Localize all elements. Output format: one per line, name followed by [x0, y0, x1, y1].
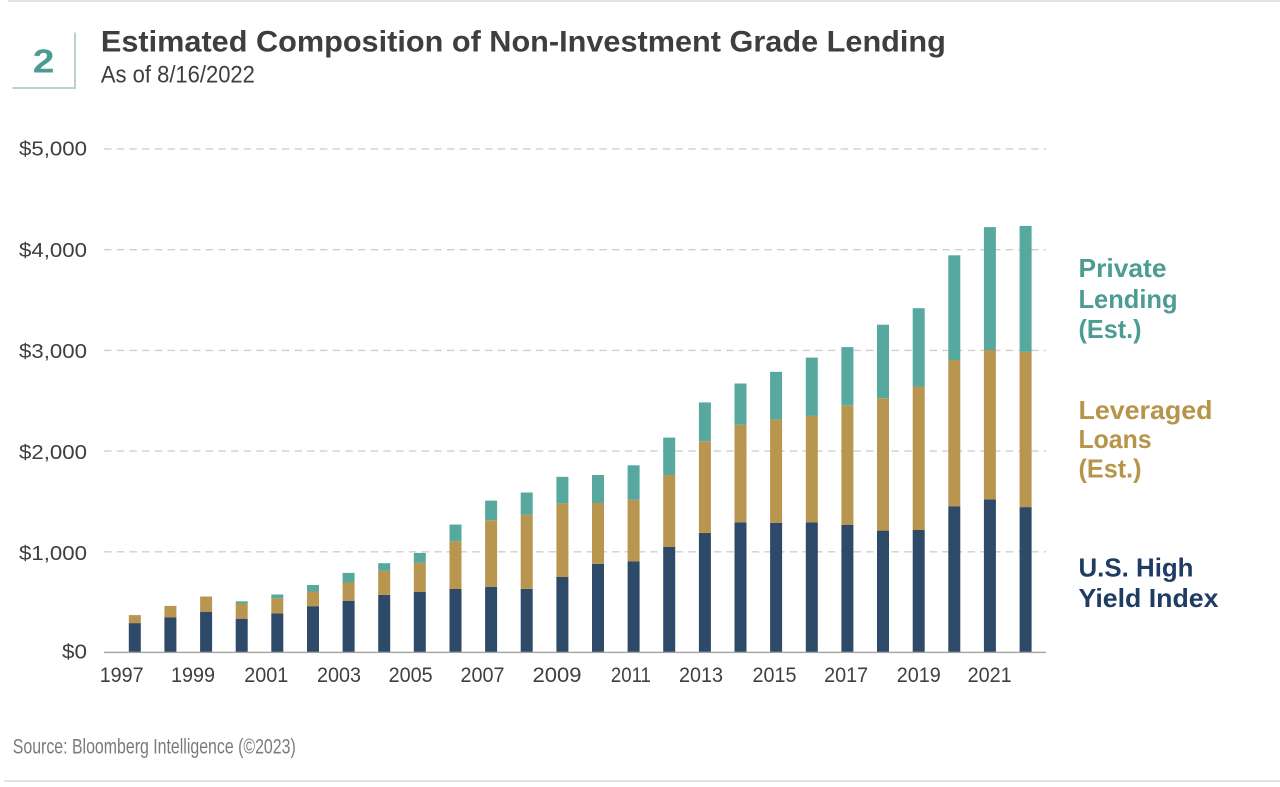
svg-text:Private: Private: [1079, 253, 1167, 283]
svg-text:(Est.): (Est.): [1079, 453, 1142, 483]
svg-text:$2,000: $2,000: [19, 442, 87, 464]
svg-text:2013: 2013: [679, 663, 723, 687]
svg-text:2003: 2003: [317, 663, 361, 687]
svg-text:Lending: Lending: [1079, 284, 1178, 314]
svg-text:2015: 2015: [753, 663, 797, 687]
svg-text:Loans: Loans: [1079, 424, 1152, 454]
svg-text:2019: 2019: [897, 663, 941, 687]
svg-text:1999: 1999: [171, 663, 215, 687]
svg-text:2001: 2001: [244, 663, 288, 687]
svg-text:2007: 2007: [461, 663, 505, 687]
svg-text:2017: 2017: [824, 663, 868, 687]
svg-text:2005: 2005: [389, 663, 433, 687]
svg-text:$5,000: $5,000: [19, 139, 87, 161]
svg-text:2011: 2011: [611, 663, 651, 687]
svg-text:2009: 2009: [533, 663, 582, 687]
svg-text:(Est.): (Est.): [1079, 314, 1142, 344]
svg-text:As of 8/16/2022: As of 8/16/2022: [101, 62, 255, 89]
svg-text:$3,000: $3,000: [19, 341, 87, 363]
svg-text:$1,000: $1,000: [19, 543, 87, 565]
svg-text:Source: Bloomberg Intelligence: Source: Bloomberg Intelligence (©2023): [13, 735, 296, 758]
svg-text:U.S. High: U.S. High: [1079, 552, 1194, 582]
svg-text:$4,000: $4,000: [19, 240, 87, 262]
svg-text:Yield Index: Yield Index: [1079, 583, 1220, 613]
svg-text:Leveraged: Leveraged: [1079, 395, 1213, 425]
svg-text:Estimated Composition of Non-I: Estimated Composition of Non-Investment …: [101, 26, 946, 59]
svg-text:2021: 2021: [968, 663, 1012, 687]
svg-text:1997: 1997: [100, 663, 144, 687]
svg-text:$0: $0: [62, 642, 87, 664]
svg-text:2: 2: [33, 43, 55, 80]
